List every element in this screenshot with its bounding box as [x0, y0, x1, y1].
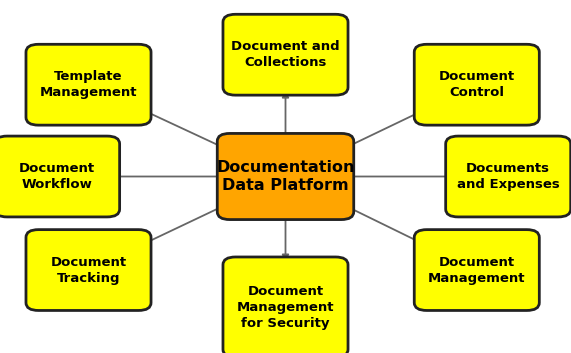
Text: Document
Tracking: Document Tracking	[50, 256, 127, 285]
FancyBboxPatch shape	[26, 44, 151, 125]
Text: Document and
Collections: Document and Collections	[231, 40, 340, 69]
FancyBboxPatch shape	[414, 230, 539, 311]
FancyBboxPatch shape	[26, 230, 151, 311]
FancyBboxPatch shape	[0, 136, 120, 217]
Text: Document
Management
for Security: Document Management for Security	[237, 285, 334, 330]
FancyBboxPatch shape	[217, 133, 353, 220]
Text: Template
Management: Template Management	[40, 70, 137, 99]
FancyBboxPatch shape	[223, 257, 348, 353]
FancyBboxPatch shape	[223, 14, 348, 95]
Text: Document
Workflow: Document Workflow	[19, 162, 95, 191]
Text: Documentation
Data Platform: Documentation Data Platform	[216, 160, 355, 193]
Text: Document
Management: Document Management	[428, 256, 525, 285]
Text: Documents
and Expenses: Documents and Expenses	[457, 162, 560, 191]
FancyBboxPatch shape	[445, 136, 570, 217]
Text: Document
Control: Document Control	[439, 70, 515, 99]
FancyBboxPatch shape	[414, 44, 539, 125]
